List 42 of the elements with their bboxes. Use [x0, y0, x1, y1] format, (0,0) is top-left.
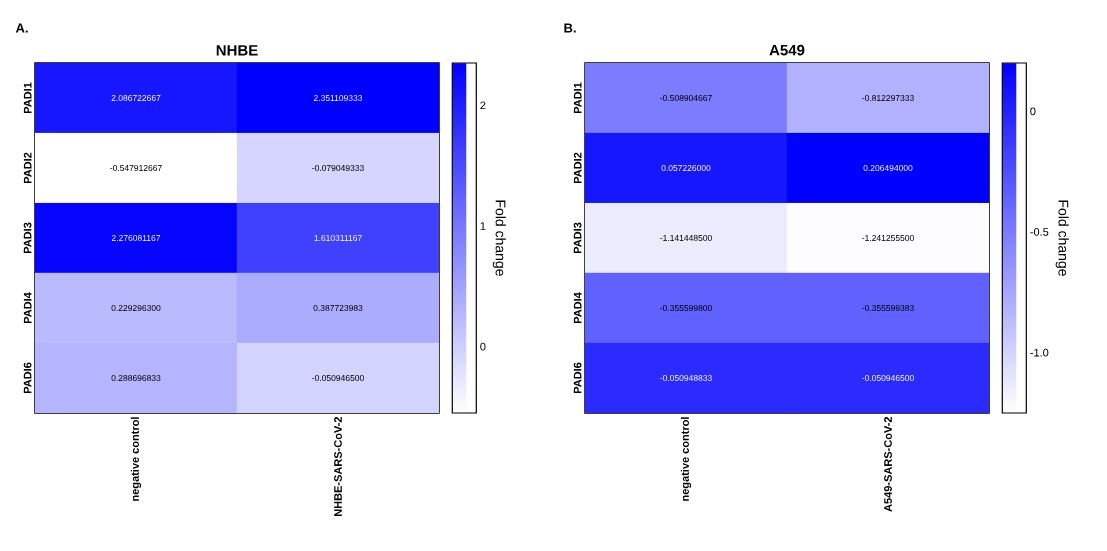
data-label: -0.547912667 [110, 165, 162, 171]
x-tick-label: NHBE-SARS-CoV-2 [334, 416, 342, 517]
data-label: -0.050946500 [312, 375, 364, 382]
chart-title: NHBE [216, 45, 258, 56]
data-label: -0.508904667 [660, 95, 712, 101]
data-label: -0.079049333 [312, 165, 364, 171]
y-tick-label: PADI6 [23, 362, 32, 394]
data-label: 2.276081167 [111, 235, 161, 242]
text: A. [15, 23, 28, 33]
color-bar-label: 2 [480, 101, 486, 110]
data-label: 0.229296300 [111, 305, 161, 312]
color-bar-label: -1.0 [1030, 348, 1049, 357]
color-bar-label: 1 [480, 222, 486, 230]
data-label: -0.050946500 [862, 375, 914, 382]
data-label: -0.050948833 [660, 375, 712, 382]
color-bar-title: Fold change [492, 200, 506, 276]
y-tick-label: PADI6 [573, 362, 582, 394]
color-bar-label: 0 [1030, 107, 1036, 116]
y-tick-label: PADI4 [23, 292, 32, 324]
y-tick-label: PADI3 [573, 222, 582, 254]
data-label: -1.141448500 [660, 235, 712, 242]
color-bar-label: -0.5 [1030, 228, 1049, 236]
y-tick-label: PADI2 [573, 152, 582, 184]
y-tick-label: PADI1 [573, 82, 582, 114]
y-tick-label: PADI3 [23, 222, 32, 254]
text: B. [564, 23, 576, 33]
y-tick-label: PADI4 [573, 292, 582, 324]
data-label: -1.241255500 [862, 235, 914, 242]
x-tick-label: negative control [680, 417, 692, 501]
chart-title: A549 [769, 44, 805, 56]
data-label: 2.086722667 [111, 95, 161, 101]
y-tick-label: PADI1 [23, 82, 32, 114]
x-tick-label: negative control [130, 417, 142, 501]
data-label: 0.057226000 [661, 165, 711, 171]
color-bar-title: Fold change [1055, 200, 1069, 276]
data-label: 2.351109333 [313, 95, 363, 101]
data-label: 1.610311167 [314, 235, 362, 242]
color-bar-label: 0 [480, 342, 486, 351]
data-label: 0.288696833 [111, 375, 161, 382]
y-tick-label: PADI2 [23, 152, 32, 184]
x-tick-label: A549-SARS-CoV-2 [884, 416, 892, 512]
data-label: -0.355599800 [660, 305, 712, 312]
